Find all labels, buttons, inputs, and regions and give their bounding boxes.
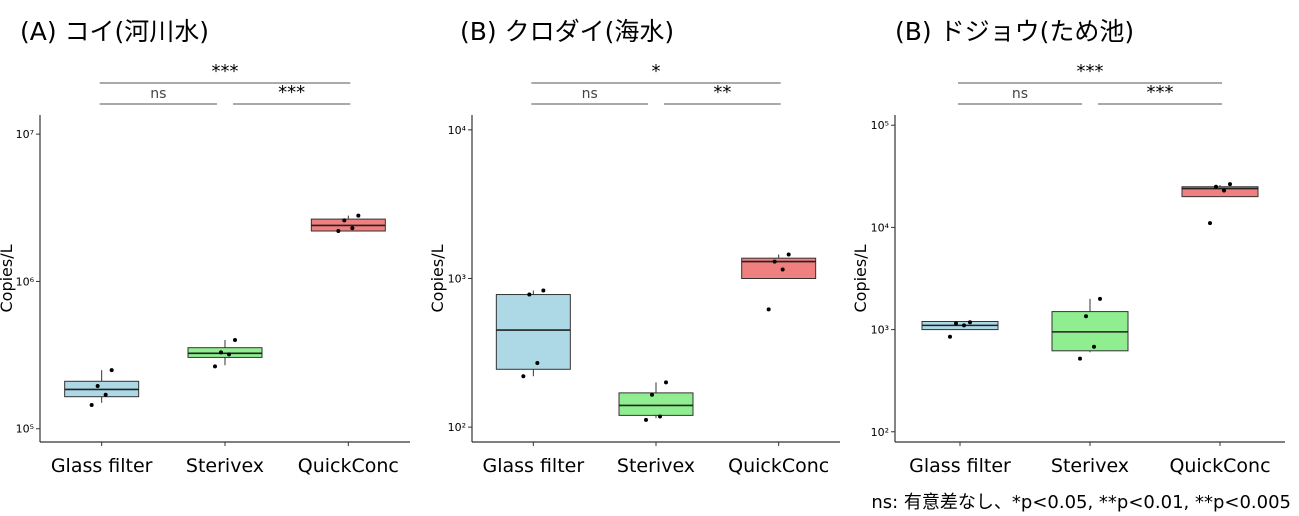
chart-svg-1: (B) クロダイ(海水) 10² 10³ 10⁴ Copies/L Glass filte…	[428, 17, 840, 477]
data-point	[521, 374, 526, 379]
data-point	[650, 392, 654, 397]
data-point	[219, 350, 223, 355]
chart-svg-2: (B) ドジョウ(ため池) 10² 10³ 10⁴ 10⁵ Copies/L Glass f…	[851, 17, 1285, 477]
x-tick-label: Sterivex	[1051, 455, 1129, 477]
x-tick-label: QuickConc	[728, 455, 829, 477]
data-point	[342, 218, 347, 223]
data-point	[1214, 184, 1218, 189]
chart-title: (A) コイ(河川水)	[20, 17, 209, 46]
data-point	[1222, 188, 1226, 193]
data-point	[948, 334, 952, 339]
data-point	[766, 307, 771, 312]
panel-b-dojou: (B) ドジョウ(ため池) 10² 10³ 10⁴ 10⁵ Copies/L Glass f…	[850, 0, 1299, 490]
significance-footnote: ns: 有意差なし、*p<0.05, **p<0.01, **p<0.005	[871, 492, 1291, 513]
significance-label: ***	[1147, 82, 1174, 103]
x-tick-label: Sterivex	[617, 455, 695, 477]
y-tick-label: 10³	[448, 273, 466, 286]
data-point	[95, 384, 100, 389]
significance-label: ***	[1077, 61, 1104, 82]
data-point	[535, 361, 540, 366]
data-point	[109, 368, 114, 373]
y-tick-label: 10⁴	[871, 221, 890, 234]
data-point	[772, 259, 777, 264]
data-point	[1078, 356, 1082, 361]
data-point	[541, 288, 546, 293]
data-point	[103, 392, 108, 397]
data-point	[786, 252, 791, 257]
y-axis-label: Copies/L	[0, 244, 16, 312]
y-tick-label: 10⁷	[16, 128, 34, 141]
data-point	[233, 338, 237, 343]
y-tick-label: 10²	[871, 426, 889, 439]
data-point	[658, 414, 662, 419]
y-tick-label: 10⁵	[871, 119, 889, 132]
x-tick-label: Glass filter	[909, 455, 1011, 477]
data-point	[780, 267, 785, 272]
chart-title: (B) ドジョウ(ため池)	[895, 17, 1134, 46]
significance-label: ns	[150, 86, 166, 102]
chart-title: (B) クロダイ(海水)	[460, 17, 674, 46]
y-tick-label: 10²	[448, 421, 466, 434]
x-tick-label: Glass filter	[482, 455, 584, 477]
data-point	[213, 364, 217, 369]
data-point	[1098, 296, 1102, 301]
y-tick-label: 10⁵	[16, 423, 34, 436]
data-point	[644, 417, 648, 422]
data-point	[356, 213, 361, 218]
data-point	[1228, 182, 1232, 187]
x-tick-label: QuickConc	[1169, 455, 1270, 477]
significance-label: ns	[1012, 86, 1028, 102]
data-point	[962, 323, 966, 328]
data-point	[1208, 221, 1212, 226]
data-point	[664, 380, 668, 385]
panel-b-kurodai: (B) クロダイ(海水) 10² 10³ 10⁴ Copies/L Glass filte…	[425, 0, 850, 490]
data-point	[1084, 314, 1088, 319]
data-point	[227, 352, 231, 357]
chart-svg-0: (A) コイ(河川水) 10⁵ 10⁶ 10⁷ Copies/L Glass filter…	[0, 17, 410, 477]
box-quickconc	[741, 257, 817, 279]
data-point	[968, 320, 972, 325]
y-axis-label: Copies/L	[428, 244, 447, 312]
box-glass-filter	[495, 294, 571, 370]
significance-label: ***	[278, 82, 305, 103]
x-tick-label: QuickConc	[298, 455, 399, 477]
box-sterivex	[618, 392, 694, 416]
y-axis-label: Copies/L	[851, 244, 870, 312]
data-point	[336, 229, 341, 234]
data-point	[1092, 344, 1096, 349]
data-point	[954, 321, 958, 326]
significance-label: **	[713, 82, 731, 103]
significance-label: ns	[582, 86, 598, 102]
y-tick-label: 10³	[871, 324, 889, 337]
significance-label: *	[652, 61, 661, 82]
panel-a-koi: (A) コイ(河川水) 10⁵ 10⁶ 10⁷ Copies/L Glass filter…	[0, 0, 425, 490]
x-tick-label: Sterivex	[186, 455, 264, 477]
data-point	[89, 402, 94, 407]
data-point	[350, 226, 355, 231]
x-tick-label: Glass filter	[51, 455, 153, 477]
box-quickconc	[1181, 186, 1259, 198]
y-tick-label: 10⁴	[448, 124, 467, 137]
y-tick-label: 10⁶	[16, 275, 35, 288]
significance-label: ***	[212, 61, 239, 82]
data-point	[527, 292, 532, 297]
